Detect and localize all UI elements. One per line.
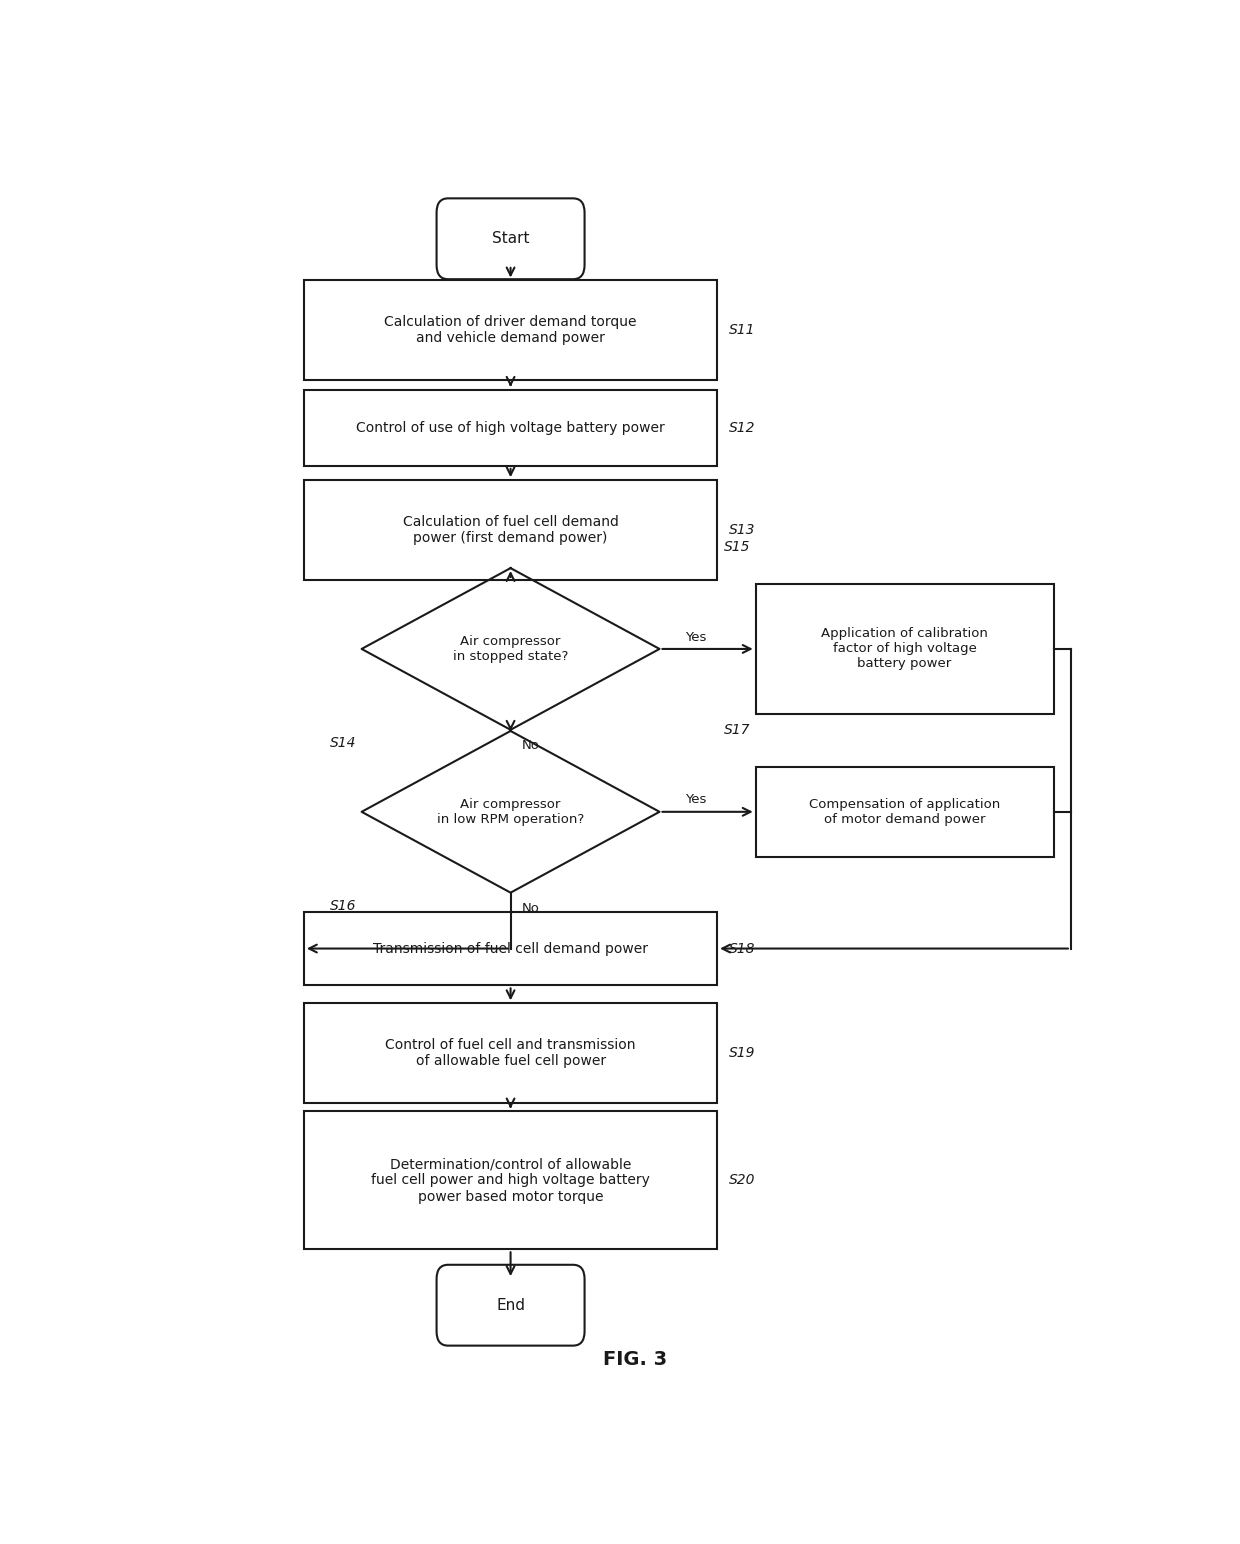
Text: S15: S15 — [724, 540, 751, 554]
Text: Compensation of application
of motor demand power: Compensation of application of motor dem… — [808, 798, 1001, 826]
Text: Start: Start — [492, 232, 529, 247]
Text: S11: S11 — [729, 323, 755, 337]
FancyBboxPatch shape — [436, 198, 584, 279]
Text: No: No — [522, 740, 539, 752]
FancyBboxPatch shape — [304, 281, 717, 380]
Text: S12: S12 — [729, 422, 755, 435]
FancyBboxPatch shape — [304, 1112, 717, 1249]
Text: End: End — [496, 1297, 525, 1312]
Text: S13: S13 — [729, 523, 755, 537]
FancyBboxPatch shape — [304, 911, 717, 985]
FancyBboxPatch shape — [304, 1004, 717, 1102]
Text: S18: S18 — [729, 942, 755, 956]
Text: Air compressor
in stopped state?: Air compressor in stopped state? — [453, 635, 568, 662]
Text: Air compressor
in low RPM operation?: Air compressor in low RPM operation? — [436, 798, 584, 826]
Text: FIG. 3: FIG. 3 — [604, 1351, 667, 1370]
FancyBboxPatch shape — [304, 389, 717, 466]
Text: S19: S19 — [729, 1047, 755, 1061]
Text: Calculation of fuel cell demand
power (first demand power): Calculation of fuel cell demand power (f… — [403, 516, 619, 545]
Text: Application of calibration
factor of high voltage
battery power: Application of calibration factor of hig… — [821, 627, 988, 670]
Text: Control of use of high voltage battery power: Control of use of high voltage battery p… — [356, 422, 665, 435]
Text: No: No — [522, 902, 539, 916]
Text: S20: S20 — [729, 1173, 755, 1187]
FancyBboxPatch shape — [304, 480, 717, 581]
Text: Calculation of driver demand torque
and vehicle demand power: Calculation of driver demand torque and … — [384, 315, 637, 346]
Text: Control of fuel cell and transmission
of allowable fuel cell power: Control of fuel cell and transmission of… — [386, 1038, 636, 1068]
FancyBboxPatch shape — [436, 1265, 584, 1346]
Text: S16: S16 — [330, 899, 357, 913]
Text: Transmission of fuel cell demand power: Transmission of fuel cell demand power — [373, 942, 649, 956]
Text: Determination/control of allowable
fuel cell power and high voltage battery
powe: Determination/control of allowable fuel … — [371, 1156, 650, 1204]
Text: Yes: Yes — [686, 794, 707, 806]
Text: S17: S17 — [724, 723, 751, 736]
FancyBboxPatch shape — [755, 584, 1054, 715]
Text: Yes: Yes — [686, 630, 707, 644]
Text: S14: S14 — [330, 736, 357, 750]
FancyBboxPatch shape — [755, 767, 1054, 857]
